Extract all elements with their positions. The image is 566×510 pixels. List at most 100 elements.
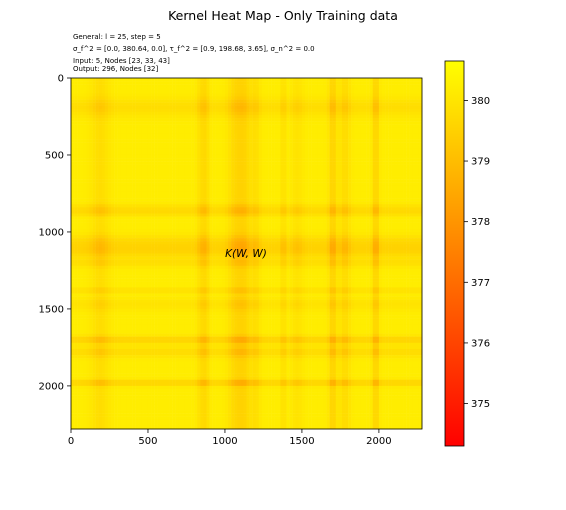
heatmap-cell [301, 167, 306, 171]
heatmap-cell [295, 198, 300, 202]
heatmap-cell [191, 182, 195, 187]
heatmap-cell [348, 170, 352, 174]
heatmap-cell [138, 121, 143, 125]
heatmap-cell [280, 111, 284, 116]
heatmap-cell [354, 111, 358, 116]
heatmap-cell [74, 124, 78, 128]
heatmap-cell [120, 161, 124, 165]
heatmap-cell [286, 130, 290, 134]
heatmap-cell [406, 158, 410, 162]
heatmap-cell [258, 170, 263, 174]
heatmap-cell [394, 124, 398, 128]
heatmap-cell [354, 136, 358, 140]
heatmap-cell [86, 124, 90, 128]
heatmap-cell [240, 188, 244, 193]
heatmap-cell [351, 130, 355, 134]
heatmap-cell [243, 90, 247, 94]
heatmap-cell [141, 99, 146, 103]
heatmap-cell [86, 81, 90, 85]
heatmap-cell [224, 145, 229, 150]
heatmap-cell [271, 108, 275, 113]
heatmap-cell [415, 118, 420, 122]
heatmap-cell [80, 81, 84, 85]
heatmap-cell [311, 87, 315, 91]
heatmap-cell [375, 195, 380, 199]
heatmap-cell [264, 161, 269, 165]
heatmap-cell [197, 164, 201, 168]
heatmap-cell [104, 170, 109, 174]
heatmap-cell [163, 210, 167, 214]
heatmap-cell [366, 136, 370, 140]
heatmap-cell [117, 188, 121, 193]
heatmap-cell [348, 198, 352, 202]
heatmap-cell [261, 133, 266, 137]
heatmap-cell [184, 139, 189, 143]
heatmap-cell [178, 102, 183, 106]
heatmap-cell [357, 142, 361, 146]
heatmap-cell [111, 136, 115, 140]
heatmap-cell [160, 93, 164, 97]
heatmap-cell [354, 182, 358, 187]
heatmap-cell [169, 167, 173, 171]
heatmap-cell [188, 108, 192, 113]
heatmap-cell [249, 151, 253, 156]
heatmap-cell [289, 111, 293, 116]
heatmap-cell [231, 81, 235, 85]
heatmap-cell [360, 195, 364, 199]
heatmap-cell [212, 191, 216, 196]
heatmap-cell [320, 90, 324, 94]
heatmap-cell [74, 176, 78, 180]
heatmap-cell [341, 96, 346, 100]
heatmap-cell [400, 121, 404, 125]
heatmap-cell [338, 78, 343, 82]
heatmap-cell [271, 154, 275, 159]
heatmap-cell [369, 158, 373, 162]
heatmap-cell [92, 139, 96, 143]
heatmap-cell [188, 195, 192, 199]
heatmap-cell [243, 93, 247, 97]
heatmap-cell [114, 84, 118, 88]
heatmap-cell [338, 114, 343, 119]
heatmap-cell [95, 154, 99, 159]
heatmap-cell [98, 78, 103, 82]
heatmap-cell [129, 201, 133, 205]
heatmap-cell [286, 145, 290, 150]
heatmap-cell [274, 188, 278, 193]
heatmap-cell [301, 145, 306, 150]
heatmap-cell [144, 154, 149, 159]
heatmap-cell [154, 201, 158, 205]
heatmap-cell [283, 139, 287, 143]
heatmap-cell [101, 130, 106, 134]
heatmap-cell [345, 185, 349, 190]
heatmap-cell [120, 90, 124, 94]
heatmap-cell [104, 111, 109, 116]
heatmap-cell [329, 170, 333, 174]
heatmap-cell [369, 164, 373, 168]
heatmap-cell [234, 170, 238, 174]
heatmap-cell [154, 182, 158, 187]
heatmap-cell [194, 78, 198, 82]
heatmap-cell [264, 142, 269, 146]
heatmap-cell [77, 87, 81, 91]
heatmap-cell [123, 124, 127, 128]
heatmap-cell [397, 185, 401, 190]
heatmap-cell [111, 124, 115, 128]
heatmap-cell [188, 176, 192, 180]
heatmap-cell [255, 105, 260, 110]
heatmap-cell [320, 167, 324, 171]
heatmap-cell [289, 170, 293, 174]
heatmap-cell [409, 173, 414, 177]
heatmap-cell [163, 78, 167, 82]
heatmap-cell [184, 195, 189, 199]
heatmap-cell [234, 207, 238, 211]
heatmap-cell [147, 191, 152, 196]
heatmap-cell [305, 118, 309, 122]
heatmap-cell [249, 136, 253, 140]
heatmap-cell [114, 96, 118, 100]
heatmap-cell [357, 111, 361, 116]
heatmap-cell [138, 170, 143, 174]
heatmap-cell [114, 90, 118, 94]
heatmap-cell [354, 139, 358, 143]
heatmap-cell [381, 154, 386, 159]
heatmap-cell [391, 93, 395, 97]
